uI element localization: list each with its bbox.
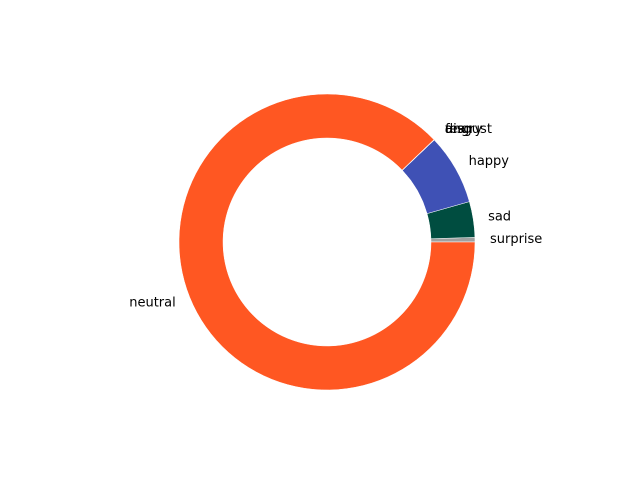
slice-label-fear: fear xyxy=(445,122,472,137)
slice-label-angry: angry xyxy=(445,122,483,137)
slice-label-sad: sad xyxy=(488,210,511,225)
donut-slices xyxy=(178,93,476,391)
slice-label-surprise: surprise xyxy=(490,232,542,247)
slice-label-neutral: neutral xyxy=(129,295,176,310)
slice-label-disgust: disgust xyxy=(445,122,492,137)
slice-neutral xyxy=(178,93,476,391)
slice-label-happy: happy xyxy=(469,154,510,169)
